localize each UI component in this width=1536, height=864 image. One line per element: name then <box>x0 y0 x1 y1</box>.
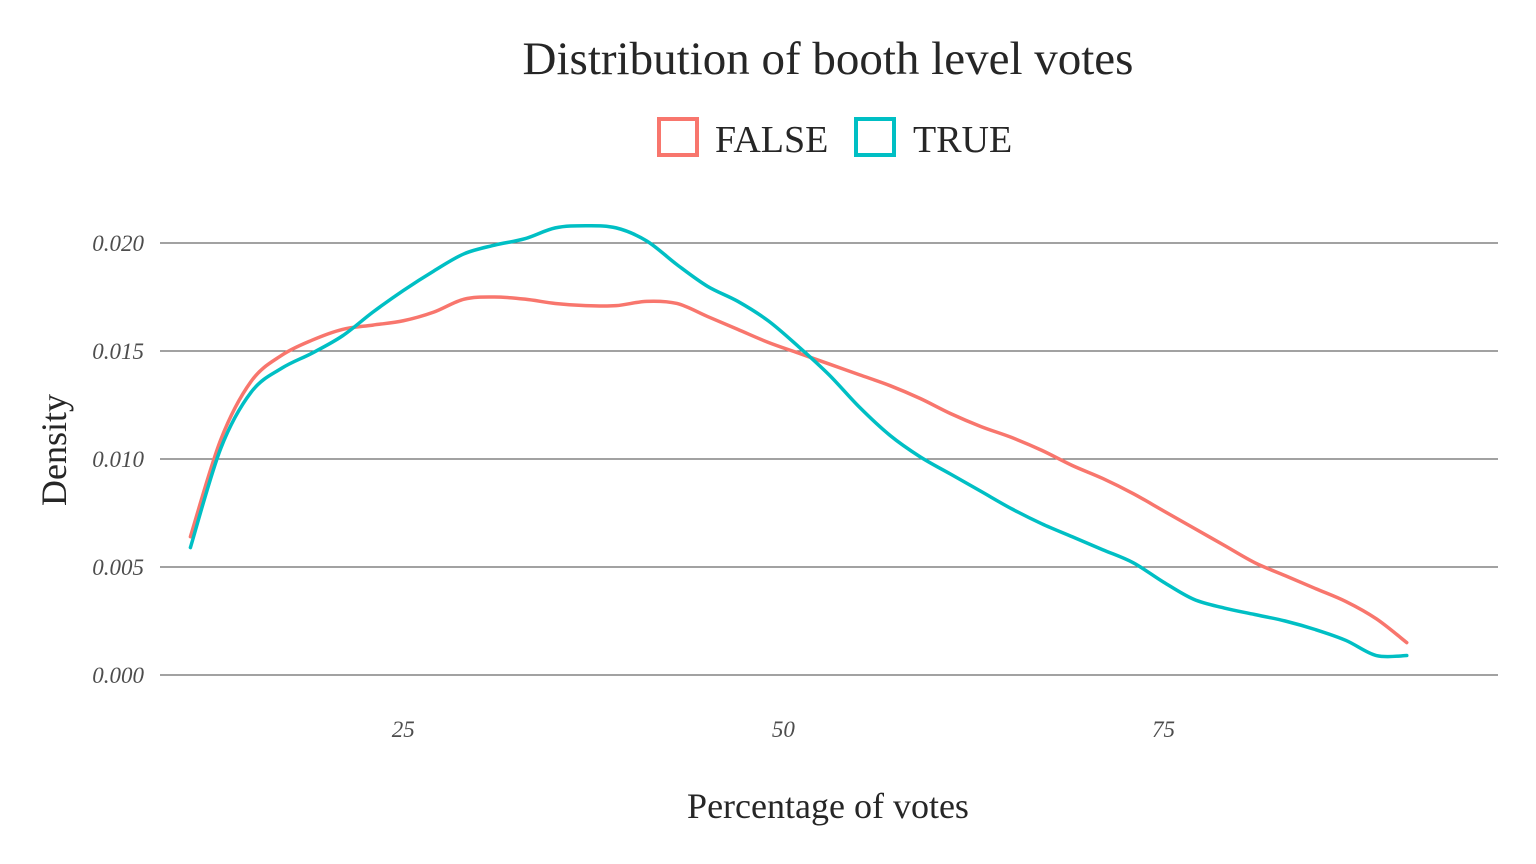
x-tick-label: 75 <box>1152 717 1175 742</box>
x-tick-label: 25 <box>392 717 415 742</box>
y-tick-label: 0.015 <box>92 339 144 364</box>
chart-title: Distribution of booth level votes <box>523 33 1134 85</box>
x-tick-label: 50 <box>772 717 796 742</box>
y-tick-label: 0.005 <box>92 555 144 580</box>
legend: FALSE TRUE <box>657 117 1012 161</box>
legend-label-false: FALSE <box>715 119 828 161</box>
y-axis-title: Density <box>34 394 74 506</box>
legend-label-true: TRUE <box>913 119 1012 161</box>
x-axis-title: Percentage of votes <box>687 786 969 826</box>
density-line-false <box>188 295 1409 645</box>
legend-swatch-true <box>854 117 896 157</box>
y-tick-label: 0.000 <box>92 663 144 688</box>
legend-swatch-false <box>657 117 699 157</box>
density-lines <box>188 223 1409 659</box>
density-line-true <box>188 223 1409 659</box>
x-tick-labels: 25 50 75 <box>392 717 1175 742</box>
y-gridlines <box>160 242 1498 676</box>
y-tick-label: 0.020 <box>92 231 144 256</box>
y-tick-labels: 0.000 0.005 0.010 0.015 0.020 <box>92 231 144 688</box>
y-tick-label: 0.010 <box>92 447 144 472</box>
